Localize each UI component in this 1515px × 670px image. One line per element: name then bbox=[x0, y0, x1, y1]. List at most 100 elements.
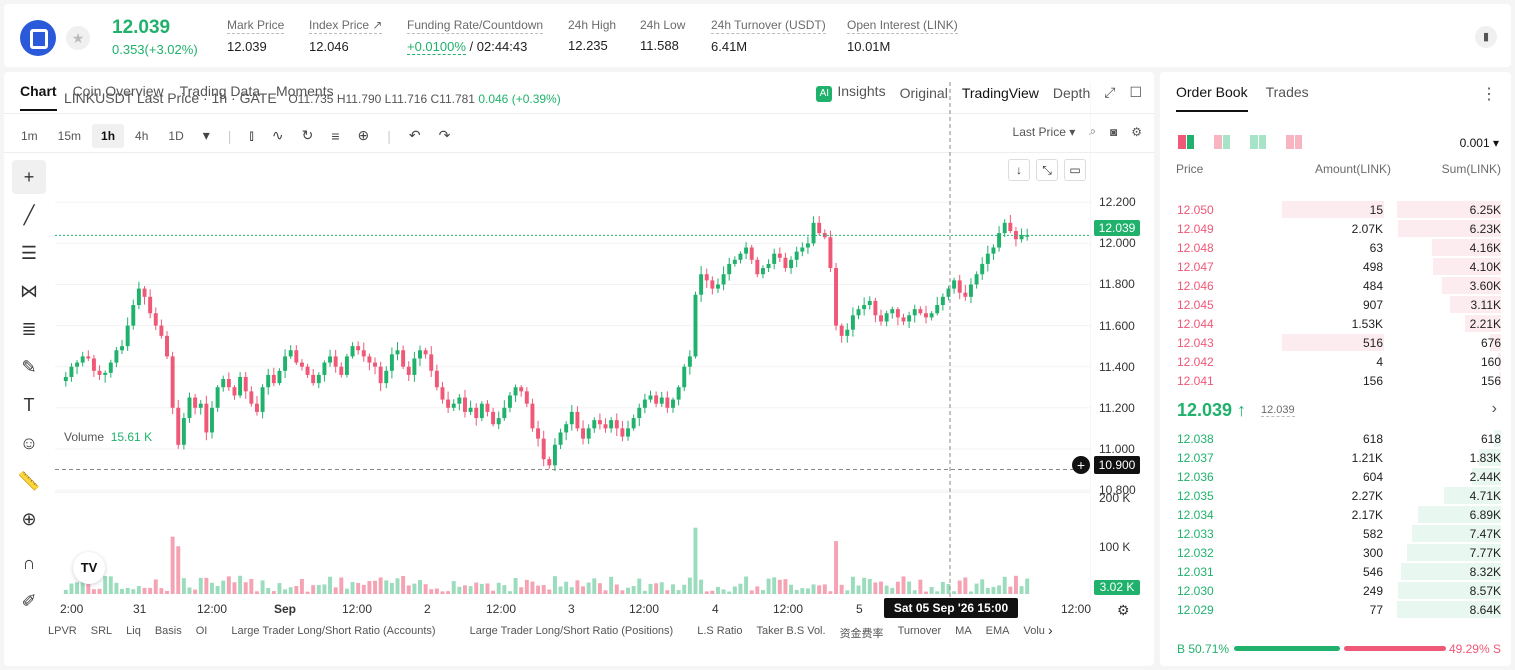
zoom-icon[interactable]: ⊕ bbox=[21, 509, 37, 529]
candle-body bbox=[547, 459, 552, 466]
stat-mark-price[interactable]: Mark Price 12.039 bbox=[227, 18, 285, 54]
text-icon[interactable]: T bbox=[23, 395, 35, 415]
scroll-down-icon[interactable]: ↓ bbox=[1008, 159, 1030, 181]
bid-row[interactable]: 12.034 2.17K 6.89K bbox=[1160, 505, 1511, 524]
indicator-ls-positions[interactable]: Large Trader Long/Short Ratio (Positions… bbox=[469, 625, 674, 637]
ask-row[interactable]: 12.047 498 4.10K bbox=[1160, 257, 1511, 276]
indicator-turnover[interactable]: Turnover bbox=[897, 625, 942, 637]
tab-coin-overview[interactable]: Coin Overview bbox=[72, 83, 164, 99]
interval-1h[interactable]: 1h bbox=[92, 123, 125, 148]
tab-trading-data[interactable]: Trading Data bbox=[179, 83, 261, 99]
window-icon[interactable]: ☐ bbox=[1129, 84, 1142, 100]
bid-row[interactable]: 12.038 618 618 bbox=[1160, 429, 1511, 448]
indicator-funding[interactable]: 资金费率 bbox=[839, 628, 884, 640]
ruler-icon[interactable]: 📏 bbox=[17, 471, 41, 491]
emoji-icon[interactable]: ☺ bbox=[19, 433, 39, 453]
tab-order-book[interactable]: Order Book bbox=[1176, 84, 1248, 112]
indicator-ls-ratio[interactable]: L.S Ratio bbox=[697, 625, 743, 637]
tab-tradingview[interactable]: TradingView bbox=[961, 84, 1039, 101]
settings-icon[interactable]: ⚙ bbox=[1131, 124, 1142, 139]
chevron-right-icon[interactable]: › bbox=[1491, 400, 1497, 417]
bid-row[interactable]: 12.032 300 7.77K bbox=[1160, 543, 1511, 562]
tradingview-logo-icon[interactable]: TV bbox=[73, 552, 105, 584]
bid-row[interactable]: 12.030 249 8.57K bbox=[1160, 581, 1511, 600]
interval-4h[interactable]: 4h bbox=[135, 128, 149, 143]
magnet-icon[interactable]: ∩ bbox=[22, 553, 36, 573]
ask-row[interactable]: 12.043 516 676 bbox=[1160, 333, 1511, 352]
maximize-icon[interactable]: ▭ bbox=[1064, 159, 1086, 181]
axis-settings-icon[interactable]: ⚙ bbox=[1117, 602, 1130, 618]
redo-icon[interactable]: ↷ bbox=[438, 127, 451, 143]
interval-15m[interactable]: 15m bbox=[57, 128, 82, 143]
ask-row[interactable]: 12.045 907 3.11K bbox=[1160, 295, 1511, 314]
indicator-ema[interactable]: EMA bbox=[985, 625, 1010, 637]
add-indicator-icon[interactable]: ⊕ bbox=[357, 127, 370, 143]
view-asks-icon[interactable] bbox=[1286, 135, 1302, 149]
brush-icon[interactable]: ✎ bbox=[21, 357, 37, 377]
candlestick-chart[interactable] bbox=[55, 82, 1091, 597]
bid-row[interactable]: 12.036 604 2.44K bbox=[1160, 467, 1511, 486]
camera-icon[interactable]: ◙ bbox=[1109, 124, 1118, 139]
horizontal-lines-icon[interactable]: ☰ bbox=[20, 243, 38, 263]
view-bids-icon[interactable] bbox=[1250, 135, 1266, 149]
search-icon[interactable]: ⌕ bbox=[1089, 124, 1096, 138]
tab-original[interactable]: Original bbox=[899, 84, 948, 101]
add-alert-icon[interactable]: + bbox=[1072, 456, 1090, 474]
indicator-liq[interactable]: Liq bbox=[126, 625, 141, 637]
chevron-right-icon[interactable]: › bbox=[1048, 622, 1053, 638]
pattern-icon[interactable]: ⋈ bbox=[20, 281, 38, 301]
favorite-star-icon[interactable]: ★ bbox=[66, 26, 90, 50]
book-icon[interactable]: ▮ bbox=[1475, 26, 1497, 48]
indicator-ls-accounts[interactable]: Large Trader Long/Short Ratio (Accounts) bbox=[231, 625, 436, 637]
tab-trades[interactable]: Trades bbox=[1265, 84, 1309, 100]
indicator-basis[interactable]: Basis bbox=[154, 625, 182, 637]
trash-icon[interactable]: ✐ bbox=[21, 591, 37, 611]
stat-open-interest[interactable]: Open Interest (LINK) 10.01M bbox=[847, 18, 958, 54]
stat-funding-rate[interactable]: Funding Rate/Countdown +0.0100% / 02:44:4… bbox=[407, 18, 544, 55]
indicators-icon[interactable]: ∿ bbox=[271, 127, 284, 143]
trend-line-icon[interactable]: ╱ bbox=[23, 205, 35, 225]
tab-depth[interactable]: Depth bbox=[1052, 84, 1091, 101]
indicator-vol[interactable]: Volu bbox=[1023, 625, 1045, 637]
tab-moments[interactable]: Moments bbox=[276, 83, 334, 99]
ask-row[interactable]: 12.044 1.53K 2.21K bbox=[1160, 314, 1511, 333]
indicator-oi[interactable]: OI bbox=[195, 625, 208, 637]
indicator-lpvr[interactable]: LPVR bbox=[48, 625, 77, 637]
indicator-ma[interactable]: MA bbox=[955, 625, 972, 637]
view-both-icon[interactable] bbox=[1178, 135, 1194, 149]
ask-row[interactable]: 12.041 156 156 bbox=[1160, 371, 1511, 390]
template-icon[interactable]: ≡ bbox=[331, 127, 340, 144]
indicator-taker[interactable]: Taker B.S Vol. bbox=[756, 625, 826, 637]
tab-chart[interactable]: Chart bbox=[20, 83, 57, 111]
expand-icon[interactable]: ⤢ bbox=[1104, 84, 1116, 100]
ask-row[interactable]: 12.050 15 6.25K bbox=[1160, 200, 1511, 219]
crosshair-icon[interactable]: + bbox=[12, 160, 46, 194]
view-split-icon[interactable] bbox=[1214, 135, 1230, 149]
candle-type-icon[interactable]: ⫾ bbox=[249, 127, 254, 143]
bid-row[interactable]: 12.029 77 8.64K bbox=[1160, 600, 1511, 619]
bid-row[interactable]: 12.031 546 8.32K bbox=[1160, 562, 1511, 581]
ask-row[interactable]: 12.046 484 3.60K bbox=[1160, 276, 1511, 295]
depth-bar bbox=[1441, 277, 1501, 294]
undo-icon[interactable]: ↶ bbox=[408, 127, 421, 143]
ask-row[interactable]: 12.048 63 4.16K bbox=[1160, 238, 1511, 257]
interval-1d[interactable]: 1D bbox=[168, 128, 184, 143]
last-price-select[interactable]: Last Price ▾ bbox=[1012, 124, 1076, 139]
bid-row[interactable]: 12.037 1.21K 1.83K bbox=[1160, 448, 1511, 467]
indicator-srl[interactable]: SRL bbox=[90, 625, 113, 637]
stat-index-price[interactable]: Index Price ↗ 12.046 bbox=[309, 18, 383, 54]
stat-24h-turnover[interactable]: 24h Turnover (USDT) 6.41M bbox=[711, 18, 826, 54]
ask-row[interactable]: 12.049 2.07K 6.23K bbox=[1160, 219, 1511, 238]
replay-icon[interactable]: ↻ bbox=[301, 127, 314, 143]
insights-button[interactable]: AI Insights bbox=[816, 83, 886, 102]
price-cell: 12.047 bbox=[1177, 260, 1214, 274]
more-icon[interactable]: ⋮ bbox=[1481, 86, 1497, 103]
precision-select[interactable]: 0.001 ▾ bbox=[1459, 136, 1499, 150]
interval-1m[interactable]: 1m bbox=[21, 128, 38, 143]
fib-icon[interactable]: ≣ bbox=[21, 319, 37, 339]
chevron-down-icon[interactable]: ▾ bbox=[202, 127, 210, 143]
ask-row[interactable]: 12.042 4 160 bbox=[1160, 352, 1511, 371]
bid-row[interactable]: 12.035 2.27K 4.71K bbox=[1160, 486, 1511, 505]
bid-row[interactable]: 12.033 582 7.47K bbox=[1160, 524, 1511, 543]
collapse-icon[interactable]: ⤡ bbox=[1036, 159, 1058, 181]
